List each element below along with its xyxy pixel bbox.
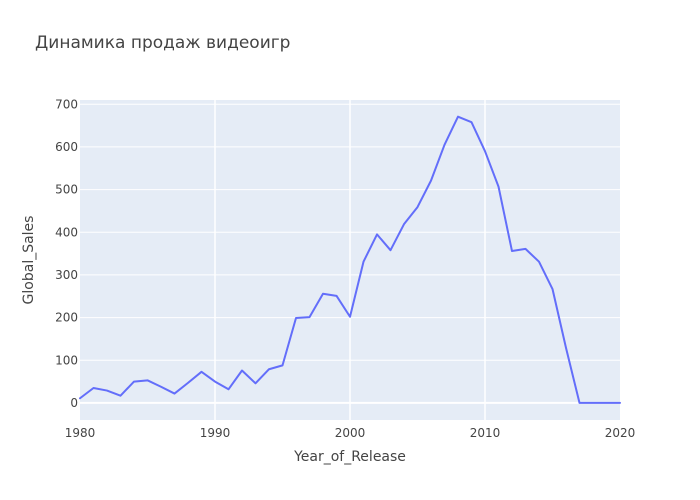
data-point: [92, 386, 96, 390]
data-point: [402, 222, 406, 226]
data-point: [321, 292, 325, 296]
y-axis-title: Global_Sales: [21, 216, 37, 305]
series-layer: [78, 115, 622, 405]
data-point: [456, 115, 460, 119]
series-line: [79, 115, 621, 404]
data-point: [389, 248, 393, 252]
x-tick-label: 1990: [200, 426, 231, 440]
data-point: [335, 294, 339, 298]
data-point: [254, 381, 258, 385]
data-point: [551, 287, 555, 291]
y-tick-label: 100: [55, 353, 78, 367]
data-point: [227, 387, 231, 391]
data-point: [429, 179, 433, 183]
data-point: [497, 185, 501, 189]
data-point: [416, 205, 420, 209]
data-point: [510, 249, 514, 253]
data-point: [78, 396, 82, 400]
data-point: [443, 143, 447, 147]
y-tick-label: 700: [55, 97, 78, 111]
data-point: [146, 378, 150, 382]
data-point: [173, 392, 177, 396]
data-point: [308, 315, 312, 319]
data-point: [605, 401, 609, 405]
data-point: [578, 401, 582, 405]
y-tick-label: 600: [55, 140, 78, 154]
y-tick-label: 400: [55, 225, 78, 239]
data-point: [618, 401, 622, 405]
x-tick-label: 2000: [335, 426, 366, 440]
x-tick-label: 2010: [470, 426, 501, 440]
data-point: [524, 247, 528, 251]
data-point: [348, 315, 352, 319]
x-axis-ticks: 1980 1990 2000 2010 2020: [65, 426, 636, 440]
y-tick-label: 200: [55, 311, 78, 325]
y-axis-ticks: 0 100 200 300 400 500 600 700: [55, 97, 78, 410]
data-point: [119, 394, 123, 398]
x-tick-label: 1980: [65, 426, 96, 440]
y-tick-label: 500: [55, 183, 78, 197]
x-axis-title: Year_of_Release: [293, 449, 406, 465]
data-point: [375, 232, 379, 236]
data-point: [483, 149, 487, 153]
data-point: [537, 260, 541, 264]
x-tick-label: 2020: [605, 426, 636, 440]
data-point: [213, 380, 217, 384]
data-point: [470, 120, 474, 124]
data-point: [294, 316, 298, 320]
data-point: [200, 370, 204, 374]
data-point: [240, 369, 244, 373]
data-point: [281, 363, 285, 367]
data-point: [591, 401, 595, 405]
y-tick-label: 300: [55, 268, 78, 282]
data-point: [362, 260, 366, 264]
data-point: [105, 389, 109, 393]
data-point: [159, 385, 163, 389]
y-tick-label: 0: [70, 396, 78, 410]
data-point: [267, 367, 271, 371]
data-point: [186, 381, 190, 385]
data-point: [132, 380, 136, 384]
data-point: [564, 346, 568, 350]
chart-title: Динамика продаж видеоигр: [35, 33, 291, 53]
